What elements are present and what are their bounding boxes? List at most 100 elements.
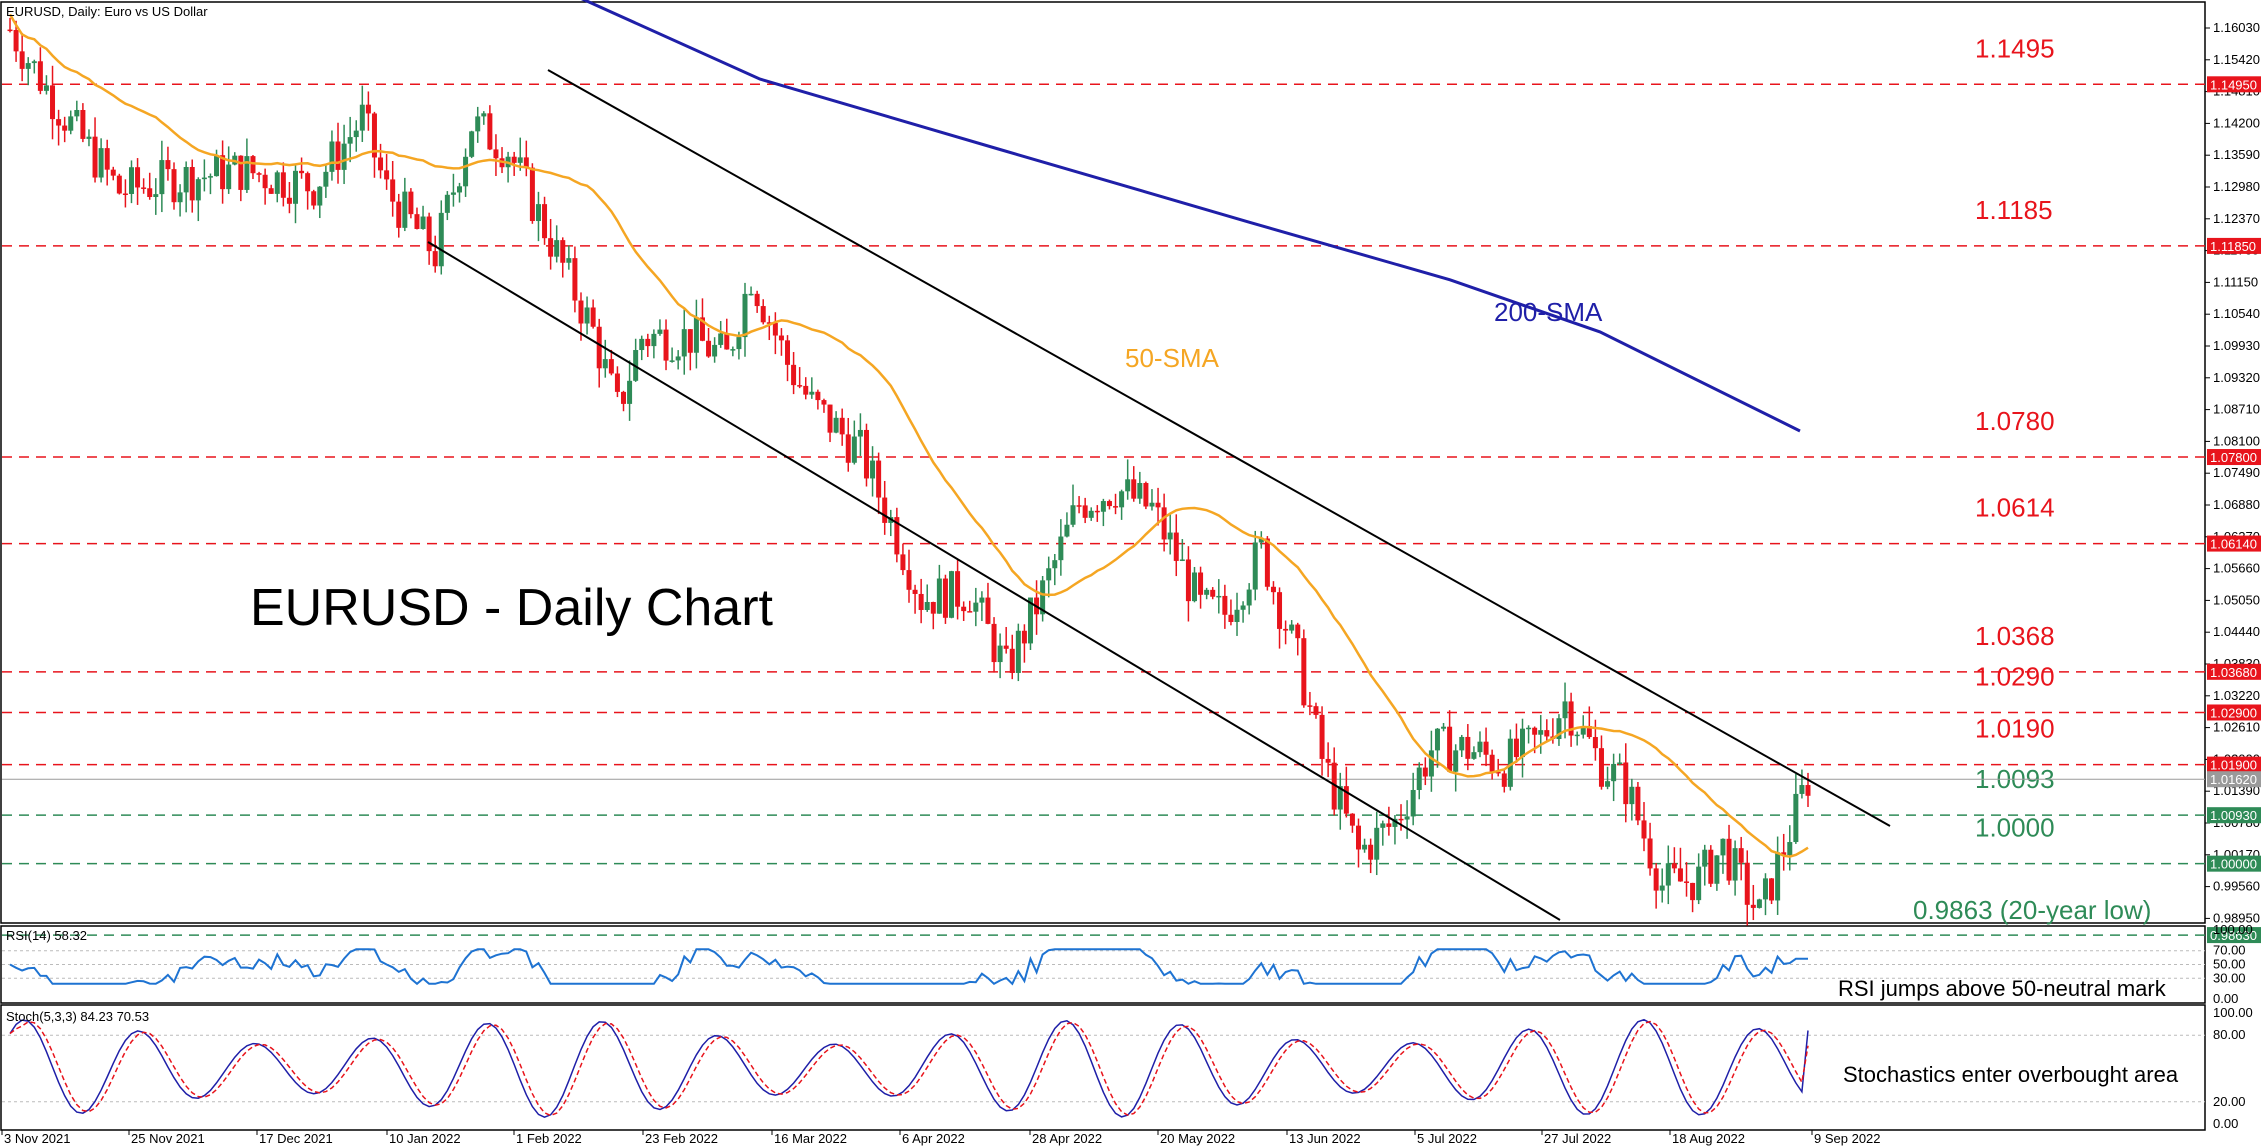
candle-body [851,436,857,463]
candle-body [457,186,462,193]
candle-body [821,400,827,405]
candle-body [317,186,323,206]
x-tick-label: 10 Jan 2022 [389,1131,461,1146]
level-tag-box [2207,535,2261,552]
level-label: 1.0190 [1975,714,2055,744]
candle-body [1070,505,1076,525]
level-label: 1.1185 [1975,195,2053,225]
y-tick-label: 1.15420 [2213,52,2260,67]
candle-body [845,434,851,463]
candle-body [1769,878,1775,901]
candle-body [1228,614,1234,622]
candle-body [262,174,268,189]
candle-body [116,175,122,194]
candle-body [1526,727,1532,730]
candle-body [1586,726,1592,738]
candle-body [408,191,414,215]
candle-body [1677,868,1683,882]
candle-body [493,149,499,159]
candle-body [1143,482,1149,507]
candle-body [1313,706,1319,715]
candle-body [481,113,487,117]
candle-body [1167,532,1173,540]
level-tag-label: 1.00000 [2210,857,2257,872]
y-tick-label: 1.10540 [2213,306,2260,321]
candle-body [1185,559,1191,602]
candle-body [1015,630,1021,673]
candle-body [1580,726,1586,735]
candle-body [19,51,25,69]
level-tag-label: 1.03680 [2210,665,2257,680]
candle-body [1605,781,1611,787]
candle-body [128,167,134,194]
candle-body [1331,762,1337,810]
x-tick-label: 5 Jul 2022 [1417,1131,1477,1146]
candle-body [1465,736,1471,759]
candle-body [1191,572,1197,602]
candle-body [475,116,481,132]
candle-body [311,191,317,206]
level-label: 1.0614 [1975,493,2055,523]
candle-body [991,623,997,663]
candle-body [153,194,159,198]
level-tag-box [2207,76,2261,93]
candle-body [1216,595,1222,598]
x-tick-label: 1 Feb 2022 [516,1131,582,1146]
x-tick-label: 3 Nov 2021 [4,1131,71,1146]
x-tick-label: 23 Feb 2022 [645,1131,718,1146]
candle-body [1319,714,1325,759]
candle-body [31,61,37,64]
candle-body [1671,863,1677,869]
candle-body [961,606,967,612]
candle-body [1416,767,1422,790]
candle-body [207,176,213,178]
candle-body [857,429,863,437]
candle-body [414,214,420,229]
candle-body [177,192,183,203]
sma50-label: 50-SMA [1125,343,1220,373]
candle-body [341,143,347,170]
candle-body [1368,844,1374,860]
candle-body [1137,482,1143,499]
candle-body [1301,638,1307,706]
candle-body [1289,624,1295,631]
candle-body [7,29,13,32]
stoch-tick-label: 100.00 [2213,1005,2253,1020]
candle-body [74,109,80,117]
candle-body [469,131,475,157]
x-tick-label: 13 Jun 2022 [1289,1131,1361,1146]
candle-body [1756,899,1762,908]
stoch-note: Stochastics enter overbought area [1843,1062,2179,1087]
candle-body [13,30,19,52]
candle-body [487,113,493,150]
sma50-line [8,13,1809,858]
candle-body [25,63,31,69]
candle-body [712,344,718,357]
candle-body [809,391,815,395]
candle-body [681,329,687,357]
candle-body [1532,727,1538,735]
candle-body [529,167,535,222]
candle-body [1210,589,1216,597]
candle-body [979,597,985,603]
candle-body [1125,479,1131,492]
candle-body [1653,868,1659,891]
sma200-label: 200-SMA [1494,297,1603,327]
candle-body [693,317,699,353]
candle-body [1161,507,1167,540]
candle-body [1155,502,1161,508]
candle-body [335,141,341,170]
candle-body [1283,628,1289,631]
candle-body [365,104,371,114]
candle-body [1477,741,1483,753]
candle-body [1665,863,1671,886]
rsi-tick-label: 50.00 [2213,957,2246,972]
y-tick-label: 1.08100 [2213,433,2260,448]
candle-body [1434,728,1440,751]
candle-body [785,340,791,365]
candle-body [1629,786,1635,805]
candle-body [1003,645,1009,649]
candle-body [1453,750,1459,772]
candle-body [226,164,232,190]
candle-body [1222,595,1228,615]
